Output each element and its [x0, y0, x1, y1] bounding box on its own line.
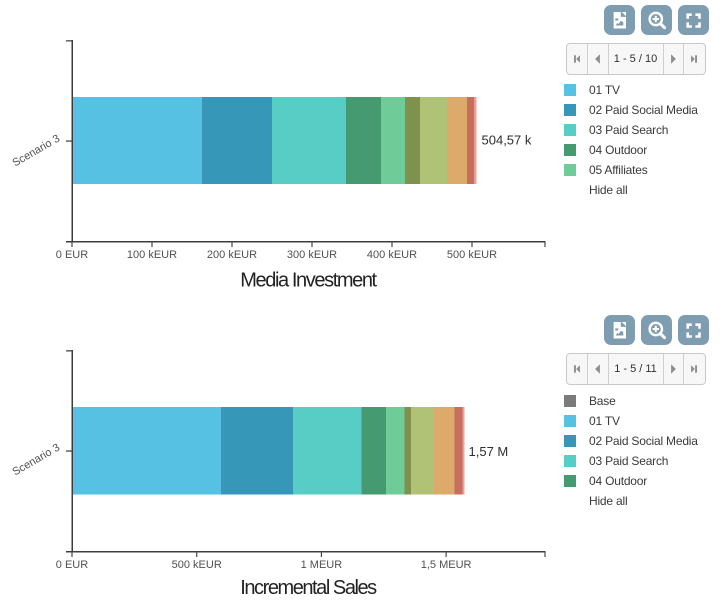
svg-text:100 kEUR: 100 kEUR — [127, 249, 177, 261]
svg-text:300 kEUR: 300 kEUR — [287, 249, 337, 261]
svg-text:0 EUR: 0 EUR — [56, 249, 88, 261]
svg-text:1 MEUR: 1 MEUR — [301, 559, 343, 571]
svg-text:500 kEUR: 500 kEUR — [172, 559, 222, 571]
svg-text:1,5 MEUR: 1,5 MEUR — [421, 559, 472, 571]
svg-text:Scenario 3: Scenario 3 — [10, 442, 62, 479]
svg-text:504,57 k: 504,57 k — [482, 133, 532, 148]
svg-text:Incremental Sales: Incremental Sales — [240, 577, 377, 599]
svg-text:Scenario 3: Scenario 3 — [10, 133, 62, 170]
svg-text:200 kEUR: 200 kEUR — [207, 249, 257, 261]
svg-text:1,57 M: 1,57 M — [469, 444, 509, 459]
svg-text:400 kEUR: 400 kEUR — [367, 249, 417, 261]
svg-text:Media Investment: Media Investment — [240, 269, 377, 291]
svg-text:500 kEUR: 500 kEUR — [447, 249, 497, 261]
svg-text:0 EUR: 0 EUR — [56, 559, 88, 571]
